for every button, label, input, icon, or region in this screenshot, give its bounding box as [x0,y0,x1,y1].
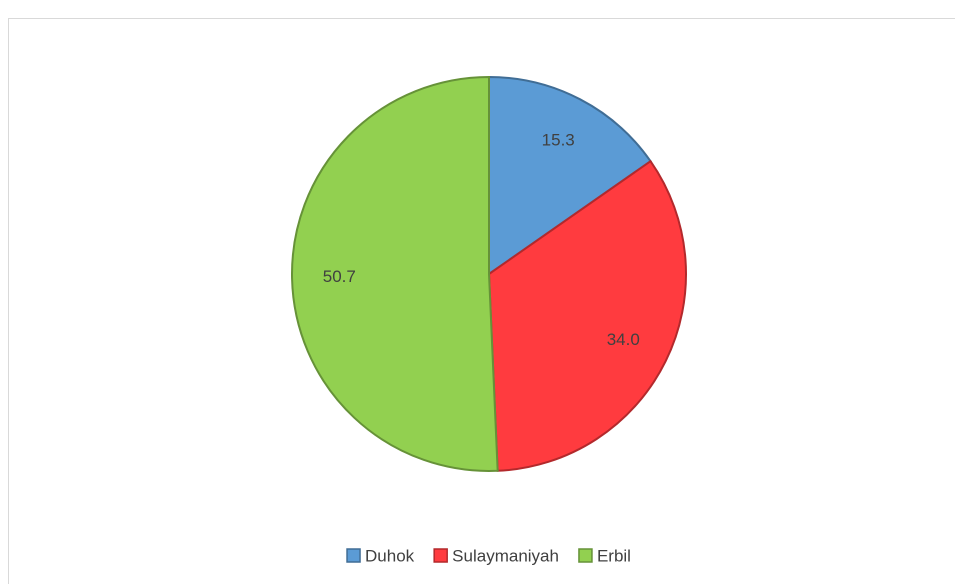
data-label: 15.3 [542,131,575,150]
pie-slice [488,75,652,276]
legend-label: Sulaymaniyah [452,546,559,565]
data-label: 34.0 [607,330,640,349]
legend-swatch [578,548,593,563]
legend-label: Erbil [597,546,631,565]
data-label: 50.7 [323,267,356,286]
legend-swatch [346,548,361,563]
legend-swatch [433,548,448,563]
pie-slice [291,75,499,472]
pie-slice [487,159,687,472]
legend-label: Duhok [365,546,415,565]
